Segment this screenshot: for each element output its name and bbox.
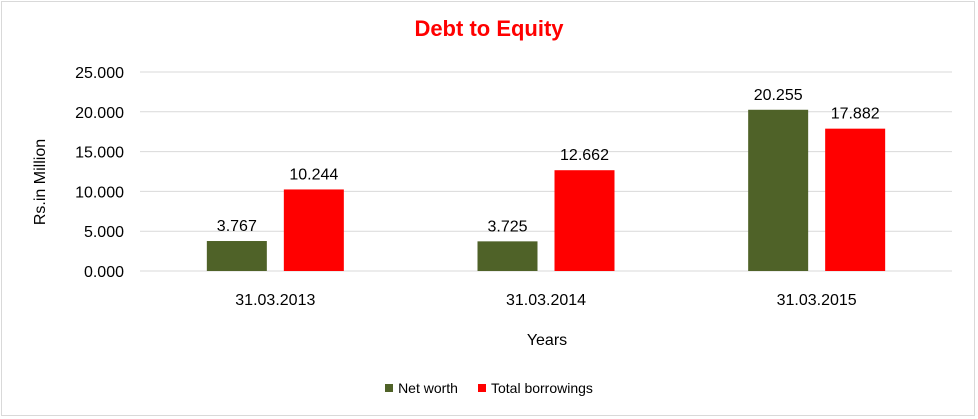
data-label: 20.255	[754, 87, 803, 104]
legend-item-total-borrowings: Total borrowings	[477, 380, 593, 396]
y-tick-label: 10.000	[75, 184, 124, 201]
x-axis-title: Years	[527, 332, 567, 349]
bar-net-worth	[206, 241, 267, 271]
bar-total-borrowings	[554, 170, 615, 271]
bar-net-worth	[477, 241, 538, 271]
legend-item-net-worth: Net worth	[385, 380, 458, 396]
x-tick-label: 31.03.2014	[506, 292, 586, 309]
data-label: 3.725	[487, 218, 527, 235]
y-tick-label: 0.000	[84, 264, 124, 281]
legend-swatch	[477, 384, 486, 392]
legend-label: Net worth	[398, 380, 458, 396]
bar-total-borrowings	[825, 128, 886, 271]
y-tick-label: 5.000	[84, 224, 124, 241]
y-tick-label: 25.000	[75, 65, 124, 82]
x-tick-label: 31.03.2013	[235, 292, 315, 309]
data-label: 17.882	[831, 106, 880, 123]
legend-swatch	[385, 384, 394, 392]
bar-net-worth	[748, 109, 809, 271]
y-tick-label: 15.000	[75, 145, 124, 162]
y-tick-label: 20.000	[75, 105, 124, 122]
bar-total-borrowings	[283, 189, 344, 271]
legend: Net worth Total borrowings	[0, 379, 978, 396]
data-label: 3.767	[217, 218, 257, 235]
y-axis-title: Rs.in Million	[32, 139, 49, 225]
data-label: 12.662	[560, 147, 609, 164]
x-tick-label: 31.03.2015	[777, 292, 857, 309]
legend-label: Total borrowings	[490, 380, 593, 396]
data-label: 10.244	[289, 166, 338, 183]
chart-title: Debt to Equity	[414, 16, 564, 41]
